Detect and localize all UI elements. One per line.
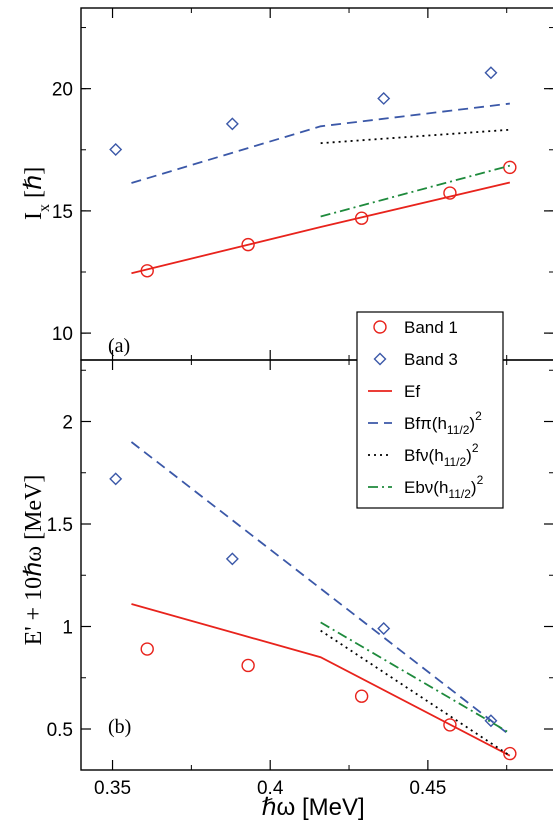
legend-entry: Band 1: [373, 318, 458, 337]
top-y-axis-label: Ix [ℏ]: [21, 167, 53, 220]
bottom-panel-frame: [80, 359, 553, 771]
legend-entry: Ebν(h11/2)2: [368, 473, 484, 501]
bottom-y-ticks: 0.5 1 1.5 2: [47, 369, 553, 741]
bottom-panel-label: (b): [108, 716, 131, 738]
bottom-bf-h11-2-line: [320, 629, 511, 757]
bottom-y-tick-label: 0.5: [47, 720, 73, 741]
top-band-3-point: [109, 143, 123, 157]
top-band-3-point: [225, 117, 239, 131]
legend-entry: Bfπ(h11/2)2: [368, 409, 482, 437]
legend-label: Ebν(h11/2)2: [404, 473, 484, 501]
legend-label: Band 3: [404, 350, 458, 369]
bottom-x-ticks: 0.35 0.4 0.45: [94, 360, 508, 799]
bottom-band-3-point: [109, 472, 123, 486]
top-y-label-main: I: [21, 212, 47, 220]
legend-entry: Bfν(h11/2)2: [368, 441, 479, 469]
legend-entry: Ef: [368, 382, 420, 401]
legend-box: [356, 311, 504, 509]
bottom-band-1-point: [241, 658, 255, 673]
top-y-tick-label: 20: [52, 80, 73, 101]
top-y-ticks: 10 15 20: [52, 27, 553, 345]
top-ef-line: [131, 181, 511, 275]
legend-label: Band 1: [404, 318, 458, 337]
legend-label: Ef: [404, 382, 420, 401]
top-panel: 10 15 20 (a) Ix [ℏ]: [21, 7, 553, 361]
bottom-ef-line: [131, 603, 511, 757]
top-panel-label: (a): [108, 335, 130, 357]
bottom-eb-h11-2-line: [320, 621, 511, 734]
bottom-band-3-point: [484, 714, 498, 728]
top-bf-h11-2-line: [131, 102, 510, 184]
top-band-1-point: [503, 160, 517, 175]
legend-circle-marker: [373, 320, 387, 334]
legend-label: Bfπ(h11/2)2: [404, 409, 482, 437]
bottom-band-1-point: [354, 689, 369, 703]
legend-label: Bfν(h11/2)2: [404, 441, 479, 469]
top-bf-h11-2-line: [320, 128, 510, 145]
bottom-band-1-point: [443, 718, 457, 732]
x-tick-label: 0.45: [409, 778, 446, 799]
top-panel-frame: [80, 7, 553, 361]
top-band-1-point: [443, 186, 457, 200]
top-x-ticks: [111, 8, 508, 360]
top-band-3-point: [484, 66, 498, 80]
bottom-band-3-point: [377, 622, 391, 636]
bottom-band-3-point: [225, 552, 239, 566]
top-y-label-sub: x: [36, 204, 53, 212]
bottom-y-axis-label: E' + 10ℏω [MeV]: [21, 475, 47, 646]
top-series-group: [109, 66, 517, 278]
bottom-series-group: [109, 441, 517, 761]
legend: Band 1 Band 3 Ef Bfπ(h11/2)2 Bfν(h11/2)2 Ebν(…: [356, 311, 504, 509]
top-eb-h11-2-line: [320, 164, 511, 218]
bottom-band-1-point: [503, 746, 517, 761]
x-tick-label: 0.35: [94, 778, 131, 799]
bottom-y-tick-label: 1: [62, 618, 73, 639]
legend-diamond-marker: [373, 352, 387, 366]
bottom-y-tick-label: 2: [62, 413, 73, 434]
bottom-y-tick-label: 1.5: [47, 515, 73, 536]
legend-entry: Band 3: [373, 350, 458, 369]
x-tick-label: 0.4: [257, 778, 284, 799]
top-y-tick-label: 15: [52, 202, 73, 223]
top-band-3-point: [377, 91, 391, 105]
top-band-1-point: [241, 237, 255, 252]
bottom-band-1-point: [140, 642, 154, 656]
top-y-label-unit: [ℏ]: [21, 167, 47, 198]
bottom-panel: 0.5 1 1.5 2 0.35 0.4 0.45 (b) E' + 10ℏω [MeV]…: [21, 359, 553, 821]
top-y-tick-label: 10: [52, 324, 73, 345]
x-axis-label: ℏω [MeV]: [261, 794, 364, 821]
